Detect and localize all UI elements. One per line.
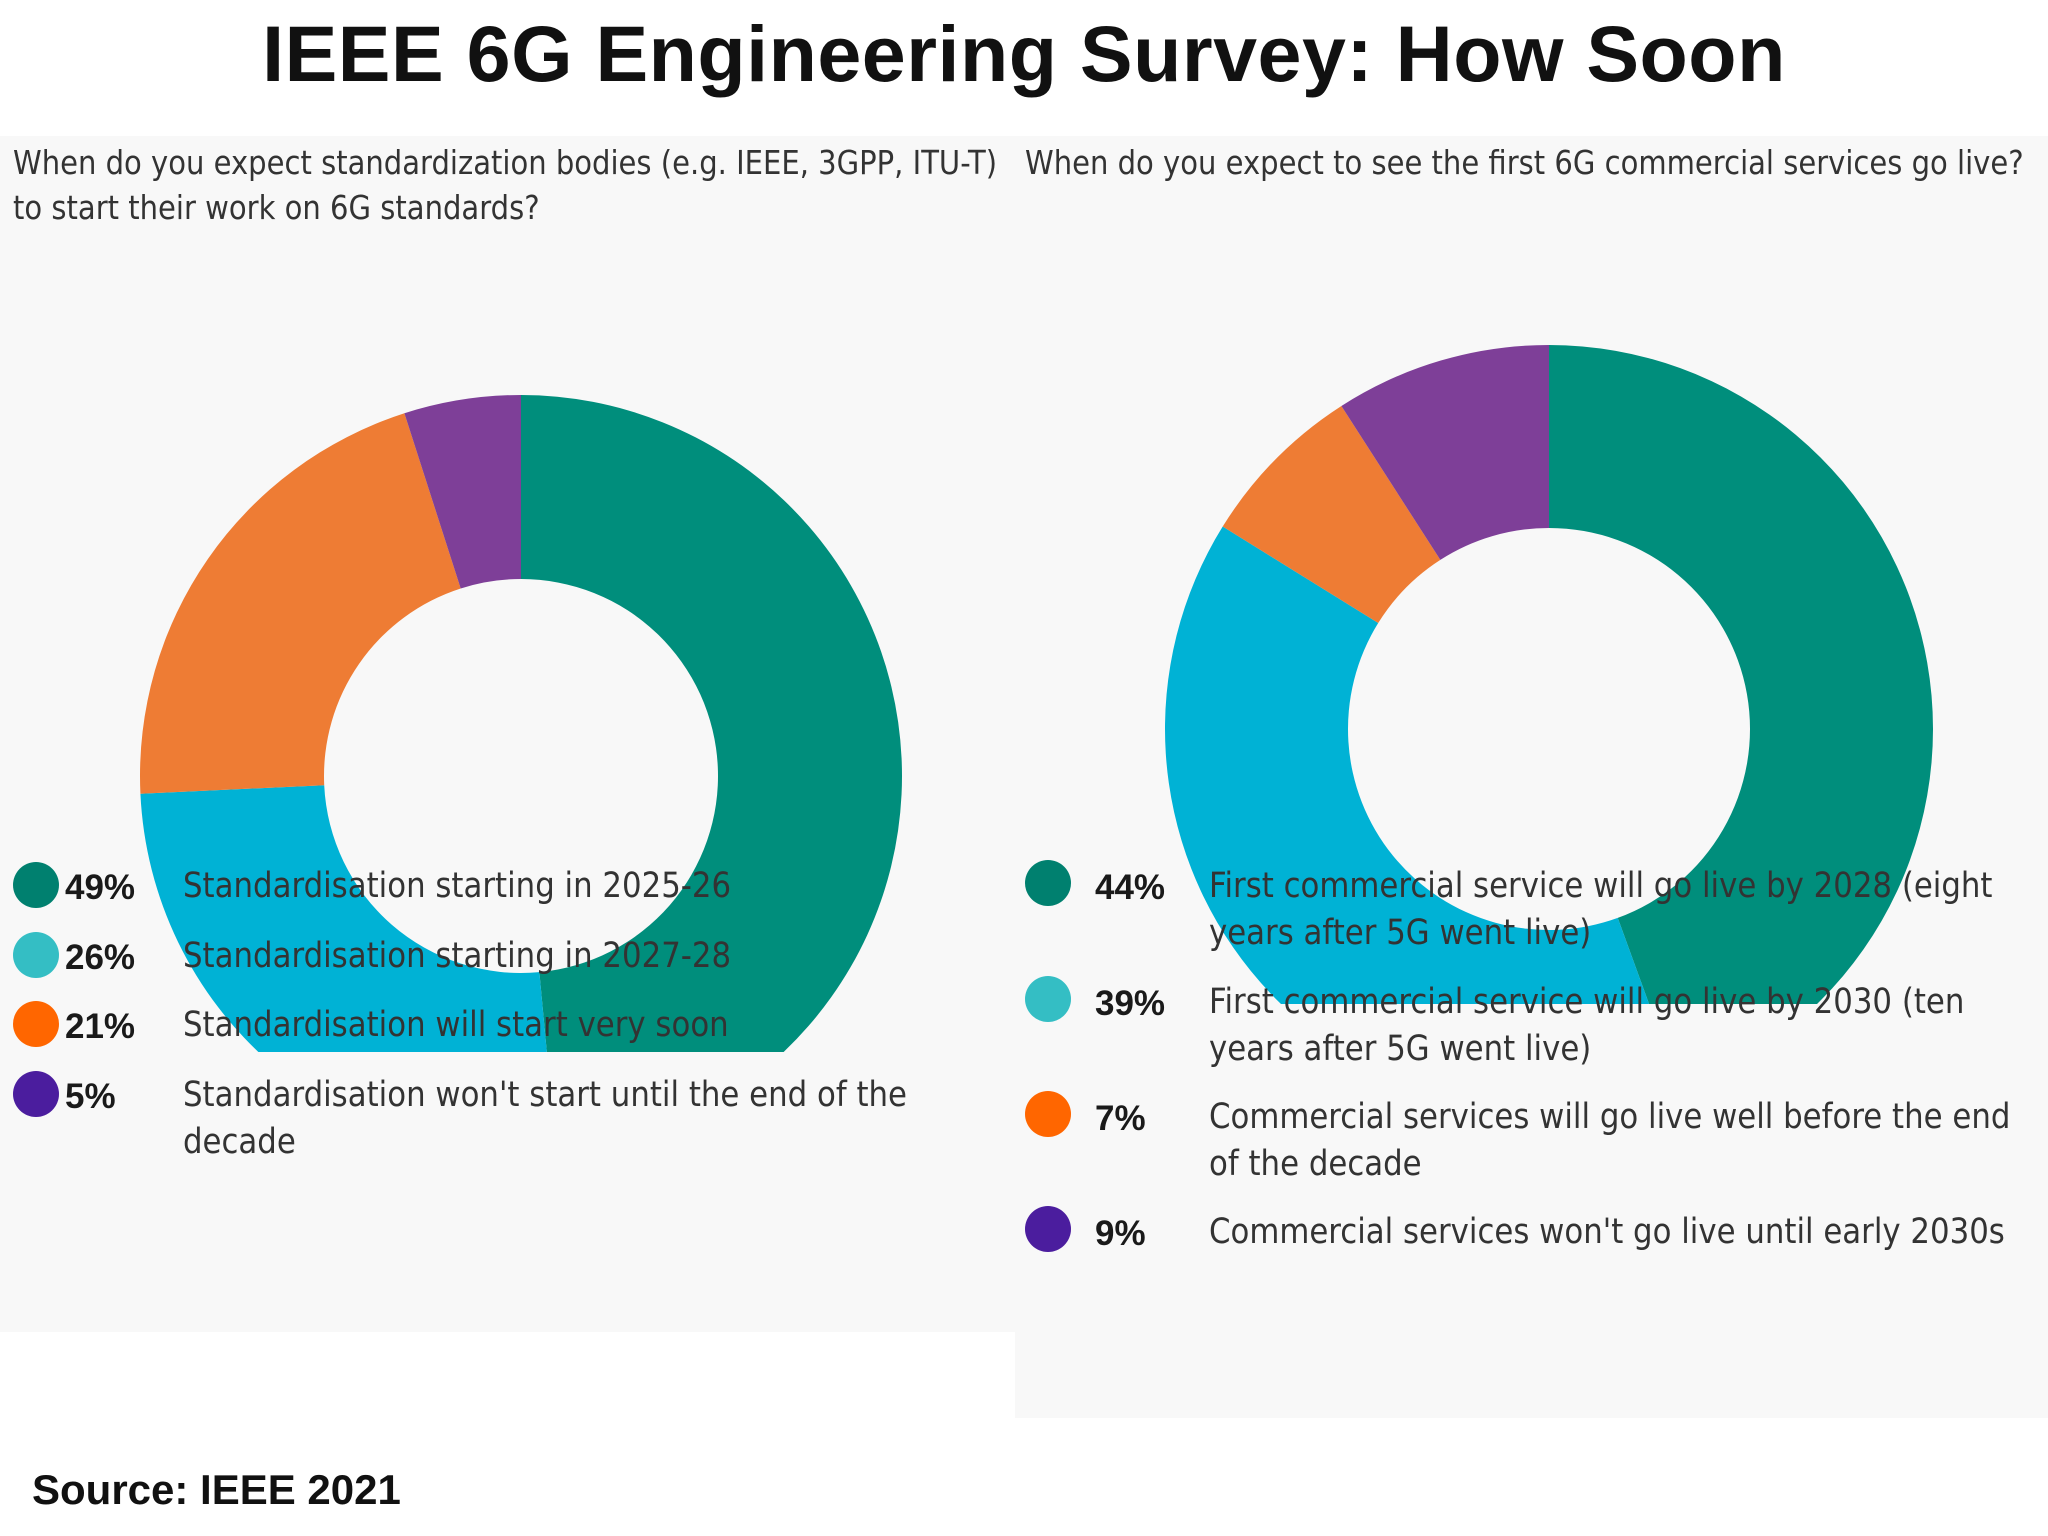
- donut-slice-orange: [1222, 405, 1441, 624]
- chart-title: When do you expect standardization bodie…: [13, 143, 998, 227]
- page-title: IEEE 6G Engineering Survey: How Soon: [262, 9, 1786, 98]
- legend-percent: 26%: [65, 938, 136, 977]
- donut-slice-purple: [404, 395, 521, 589]
- legend-label: Standardisation starting in 2027-28: [183, 936, 732, 976]
- donut-chart-standardization: [140, 395, 902, 1052]
- legend-label: Standardisation will start very soon: [183, 1005, 729, 1045]
- legend-swatch: [13, 1071, 59, 1117]
- legend-swatch: [13, 1001, 59, 1047]
- donut-slice-cyan: [140, 785, 547, 1052]
- legend-label: Commercial services won't go live until …: [1209, 1212, 2005, 1252]
- legend-percent: 44%: [1095, 868, 1166, 907]
- legend-percent: 39%: [1095, 984, 1166, 1023]
- legend-label: First commercial service will go live by…: [1209, 982, 1965, 1069]
- legend-swatch: [13, 932, 59, 978]
- legend-swatch: [1025, 976, 1071, 1022]
- chart-title: When do you expect to see the first 6G c…: [1025, 143, 2024, 182]
- legend-percent: 5%: [65, 1077, 116, 1116]
- legend-label: First commercial service will go live by…: [1209, 866, 1993, 953]
- donut-chart-commercial-services: [1165, 345, 1933, 1004]
- source-note: Source: IEEE 2021: [32, 1466, 401, 1513]
- legend-percent: 21%: [65, 1007, 136, 1046]
- legend-swatch: [1025, 1091, 1071, 1137]
- legend-label: Standardisation won't start until the en…: [183, 1075, 908, 1162]
- legend-percent: 9%: [1095, 1214, 1146, 1253]
- legend-swatch: [1025, 860, 1071, 906]
- legend-label: Commercial services will go live well be…: [1209, 1097, 2011, 1184]
- legend-swatch: [13, 862, 59, 908]
- legend-percent: 7%: [1095, 1099, 1146, 1138]
- donut-slice-orange: [140, 413, 461, 794]
- donut-slice-cyan: [1165, 526, 1650, 1004]
- chart-panel-commercial-services: When do you expect to see the first 6G c…: [1015, 136, 2048, 1418]
- legend-swatch: [1025, 1206, 1071, 1252]
- chart-panel-standardization: When do you expect standardization bodie…: [0, 136, 1015, 1332]
- donut-slice-teal: [1549, 345, 1933, 1004]
- legend-percent: 49%: [65, 868, 136, 907]
- donut-slice-purple: [1341, 345, 1549, 560]
- legend-label: Standardisation starting in 2025-26: [183, 866, 732, 906]
- donut-slice-teal: [521, 395, 902, 1052]
